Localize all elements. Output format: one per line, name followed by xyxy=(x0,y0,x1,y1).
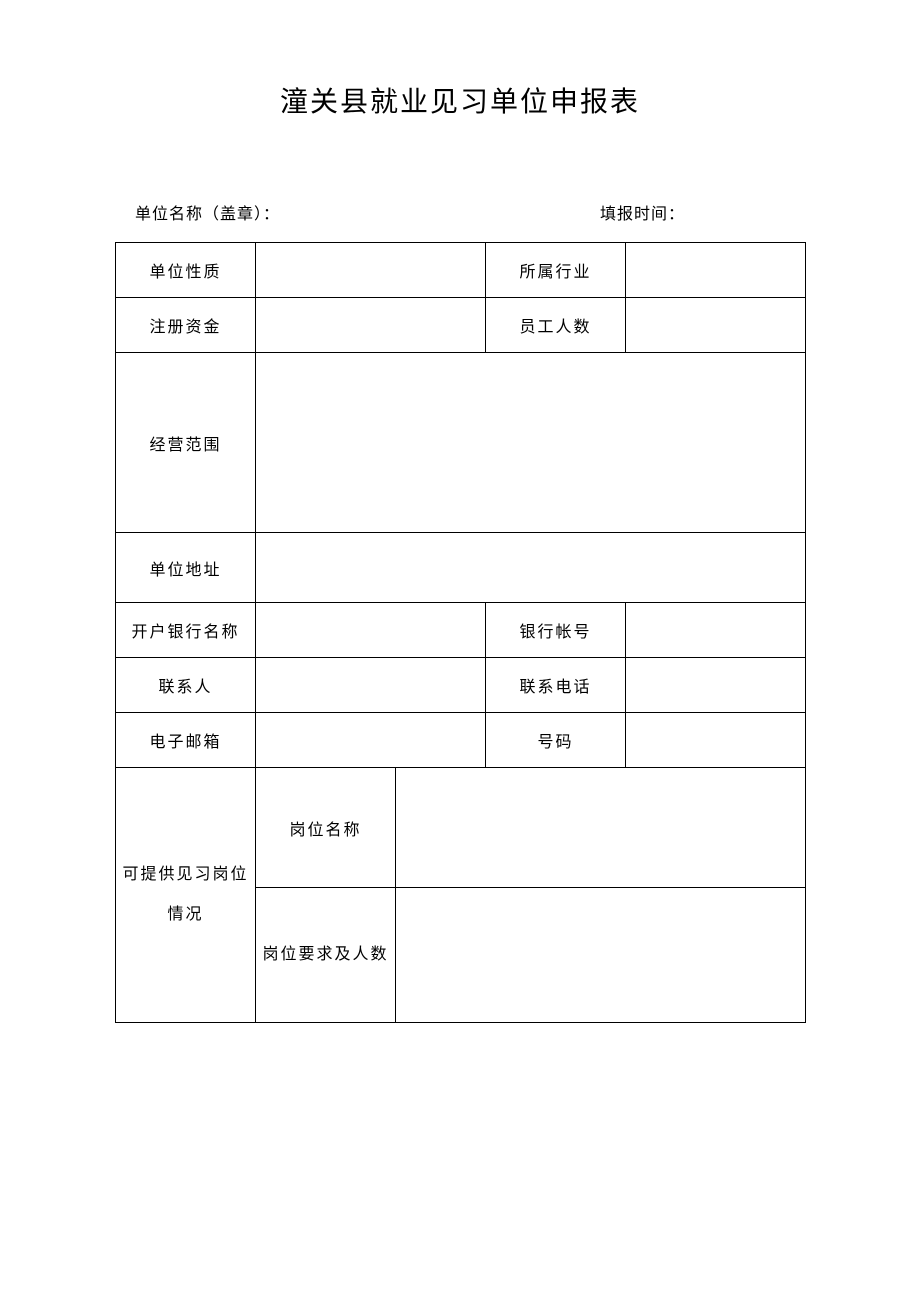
unit-name-label: 单位名称（盖章）： xyxy=(135,200,280,224)
unit-nature-label: 单位性质 xyxy=(116,243,256,298)
bank-name-label: 开户银行名称 xyxy=(116,603,256,658)
unit-address-value xyxy=(256,533,806,603)
bank-account-label: 银行帐号 xyxy=(486,603,626,658)
unit-nature-value xyxy=(256,243,486,298)
position-name-label: 岗位名称 xyxy=(256,768,396,888)
unit-address-label: 单位地址 xyxy=(116,533,256,603)
position-requirements-label: 岗位要求及人数 xyxy=(256,888,396,1023)
bank-account-value xyxy=(626,603,806,658)
table-row: 电子邮箱 号码 xyxy=(116,713,806,768)
header-row: 单位名称（盖章）： 填报时间： xyxy=(115,200,805,224)
registered-capital-label: 注册资金 xyxy=(116,298,256,353)
internship-position-label: 可提供见习岗位情况 xyxy=(116,768,256,1023)
table-row: 联系人 联系电话 xyxy=(116,658,806,713)
bank-name-value xyxy=(256,603,486,658)
position-name-value xyxy=(396,768,806,888)
employee-count-value xyxy=(626,298,806,353)
industry-value xyxy=(626,243,806,298)
email-label: 电子邮箱 xyxy=(116,713,256,768)
contact-phone-label: 联系电话 xyxy=(486,658,626,713)
email-value xyxy=(256,713,486,768)
business-scope-label: 经营范围 xyxy=(116,353,256,533)
table-row: 注册资金 员工人数 xyxy=(116,298,806,353)
contact-phone-value xyxy=(626,658,806,713)
table-row: 经营范围 xyxy=(116,353,806,533)
fill-time-label: 填报时间： xyxy=(600,200,785,224)
position-requirements-value xyxy=(396,888,806,1023)
contact-person-value xyxy=(256,658,486,713)
registered-capital-value xyxy=(256,298,486,353)
employee-count-label: 员工人数 xyxy=(486,298,626,353)
table-row: 开户银行名称 银行帐号 xyxy=(116,603,806,658)
contact-person-label: 联系人 xyxy=(116,658,256,713)
industry-label: 所属行业 xyxy=(486,243,626,298)
application-form-table: 单位性质 所属行业 注册资金 员工人数 经营范围 单位地址 开户银行名称 银行帐… xyxy=(115,242,806,1023)
business-scope-value xyxy=(256,353,806,533)
table-row: 单位性质 所属行业 xyxy=(116,243,806,298)
table-row: 可提供见习岗位情况 岗位名称 xyxy=(116,768,806,888)
table-row: 单位地址 xyxy=(116,533,806,603)
number-value xyxy=(626,713,806,768)
number-label: 号码 xyxy=(486,713,626,768)
page-title: 潼关县就业见习单位申报表 xyxy=(115,80,805,120)
